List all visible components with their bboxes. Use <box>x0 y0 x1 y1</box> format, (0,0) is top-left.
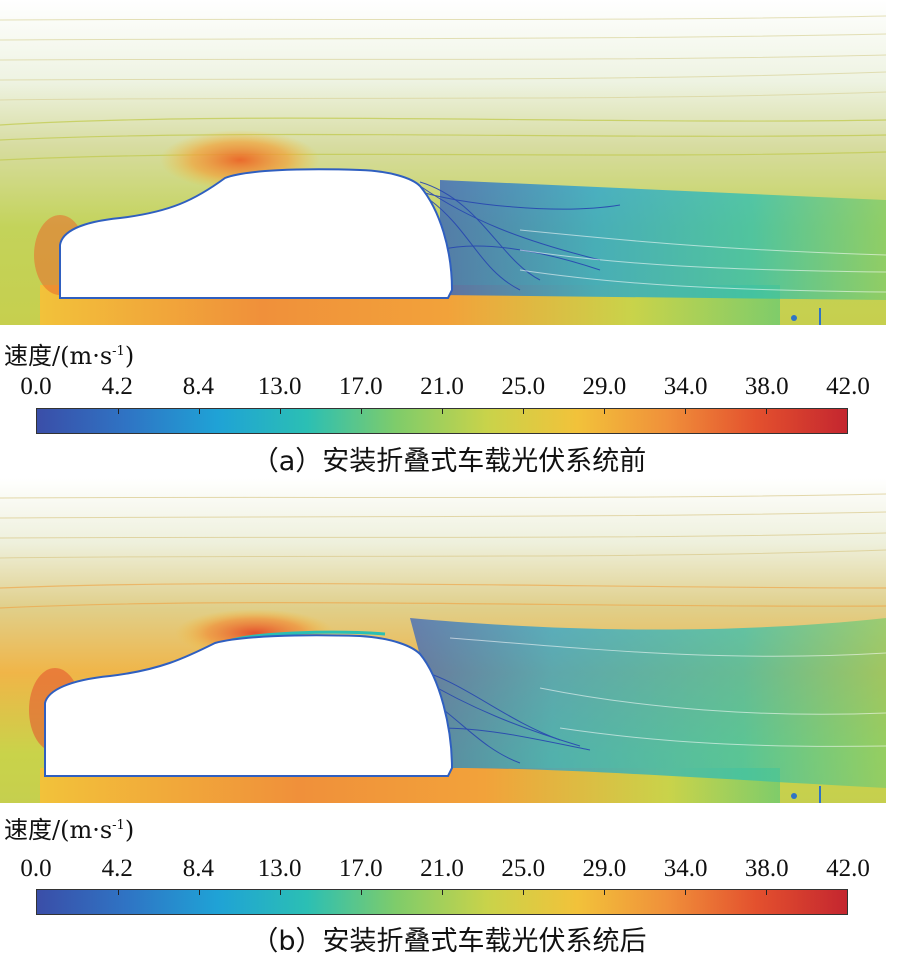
colorbar-ticklabels-a: 0.0 4.2 8.4 13.0 17.0 21.0 25.0 29.0 34.0 38.0 42.… <box>0 372 898 402</box>
car-body-b <box>44 634 454 777</box>
caption-a: （a）安装折叠式车载光伏系统前 <box>251 446 647 477</box>
streamline-plot-b <box>0 478 886 803</box>
colorbar-tick-mark <box>604 409 605 414</box>
colorbar-tick-mark <box>361 890 362 895</box>
colorbar-tick-mark <box>523 409 524 414</box>
colorbar-tick-mark <box>280 409 281 414</box>
colorbar-tick-label: 13.0 <box>257 855 302 882</box>
colorbar-tick-label: 0.0 <box>20 855 52 882</box>
legend-title-b: 速度/(m·s-1) <box>4 816 135 844</box>
colorbar-tick-mark <box>118 409 119 414</box>
colorbar-tick-mark <box>280 890 281 895</box>
colorbar-tick-mark <box>685 890 686 895</box>
colorbar-tick-label: 0.0 <box>20 373 52 400</box>
colorbar-tick-label: 8.4 <box>182 855 215 882</box>
colorbar-tick-mark <box>442 890 443 895</box>
legend-title-a: 速度/(m·s-1) <box>4 342 135 370</box>
streamline-plot-a <box>0 0 886 325</box>
colorbar-tick-label: 34.0 <box>663 855 708 882</box>
colorbar-tick-mark <box>361 409 362 414</box>
colorbar-tick-label: 29.0 <box>582 373 627 400</box>
colorbar-tick-label: 21.0 <box>420 855 464 882</box>
colorbar-a <box>36 408 848 434</box>
colorbar-tick-mark <box>766 890 767 895</box>
colorbar-tick-label: 8.4 <box>182 373 215 400</box>
colorbar-tick-label: 21.0 <box>420 373 464 400</box>
colorbar-tick-mark <box>199 409 200 414</box>
colorbar-ticklabels-b: 0.0 4.2 8.4 13.0 17.0 21.0 25.0 29.0 34.0 38.0 42.… <box>0 854 898 884</box>
colorbar-tick-mark <box>685 409 686 414</box>
colorbar-tick-mark <box>199 890 200 895</box>
colorbar-tick-label: 34.0 <box>663 373 708 400</box>
colorbar-tick-label: 38.0 <box>744 373 789 400</box>
colorbar-tick-mark <box>523 890 524 895</box>
colorbar-tick-label: 17.0 <box>338 373 383 400</box>
colorbar-tick-mark <box>118 890 119 895</box>
colorbar-tick-label: 13.0 <box>257 373 302 400</box>
colorbar-tick-label: 25.0 <box>501 373 546 400</box>
colorbar-tick-label: 4.2 <box>101 855 133 882</box>
colorbar-tick-label: 25.0 <box>501 855 546 882</box>
colorbar-tick-label: 4.2 <box>101 373 133 400</box>
car-body-a <box>59 168 454 299</box>
colorbar-tick-label: 17.0 <box>338 855 383 882</box>
colorbar-tick-label: 29.0 <box>582 855 627 882</box>
colorbar-tick-label: 38.0 <box>744 855 789 882</box>
caption-b: （b）安装折叠式车载光伏系统后 <box>251 926 647 957</box>
colorbar-tick-mark <box>766 409 767 414</box>
colorbar-tick-mark <box>442 409 443 414</box>
colorbar-tick-label: 42.0 <box>826 373 870 400</box>
colorbar-b <box>36 889 848 915</box>
colorbar-tick-mark <box>604 890 605 895</box>
colorbar-tick-label: 42.0 <box>826 855 870 882</box>
